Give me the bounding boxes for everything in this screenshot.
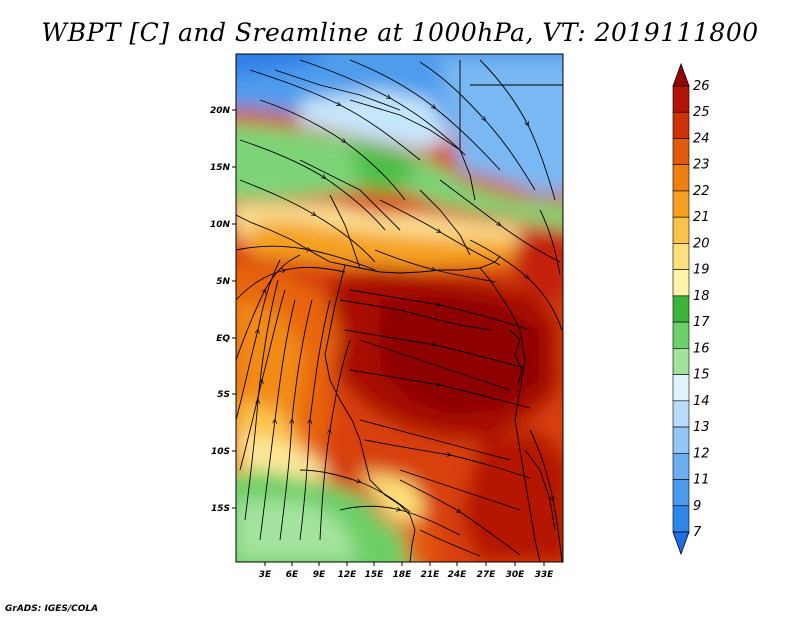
colorbar-swatch: [672, 269, 690, 297]
colorbar-swatch: [672, 190, 690, 218]
lon-tick: 6E: [286, 562, 299, 580]
colorbar-label: 17: [693, 315, 710, 330]
lat-tick: EQ: [216, 334, 236, 344]
colorbar-swatch: [672, 216, 690, 244]
colorbar-label: 12: [693, 446, 710, 461]
colorbar-label: 23: [693, 158, 710, 173]
lat-tick-label: 5N: [216, 277, 230, 287]
lon-tick-label: 24E: [448, 570, 468, 580]
colorbar-label: 19: [693, 263, 710, 278]
colorbar-swatch: [672, 452, 690, 480]
colorbar-label: 14: [693, 394, 710, 409]
lat-tick: 10N: [210, 220, 236, 230]
lon-tick: 24E: [448, 562, 468, 580]
lat-tick-label: 15S: [211, 504, 230, 514]
colorbar-swatch: [672, 243, 690, 270]
lat-tick-label: 10N: [210, 220, 231, 230]
colorbar-swatch: [672, 138, 690, 166]
colorbar-top-arrow: [672, 62, 690, 87]
lat-tick: 15S: [211, 504, 236, 514]
colorbar-swatch: [672, 479, 690, 507]
colorbar-swatch: [672, 85, 690, 113]
colorbar-swatch: [672, 295, 690, 323]
colorbar-label: 16: [693, 341, 710, 356]
colorbar-swatch: [672, 164, 690, 192]
lon-tick: 27E: [477, 562, 497, 580]
lon-tick: 33E: [535, 562, 555, 580]
colorbar-label: 20: [693, 236, 710, 251]
colorbar-label: 22: [693, 184, 710, 199]
colorbar-label: 13: [693, 420, 710, 435]
colorbar-swatch: [672, 400, 690, 428]
colorbar-label: 7: [693, 525, 702, 540]
lon-tick: 3E: [259, 562, 272, 580]
lon-tick-label: 30E: [506, 570, 526, 580]
lat-tick-label: 10S: [211, 447, 230, 457]
lon-tick-label: 21E: [421, 570, 441, 580]
lat-tick: 15N: [210, 163, 236, 173]
lon-tick-label: 6E: [286, 570, 299, 580]
lat-tick: 5N: [216, 277, 236, 287]
coastline: [236, 60, 563, 562]
lat-tick: 5S: [217, 390, 236, 400]
colorbar-label: 15: [693, 368, 710, 383]
lat-tick-label: 5S: [217, 390, 230, 400]
lon-tick: 9E: [313, 562, 326, 580]
colorbar-swatch: [672, 374, 690, 402]
chart-title: WBPT [C] and Sreamline at 1000hPa, VT: 2…: [41, 18, 759, 47]
colorbar-swatch: [672, 426, 690, 454]
colorbar-label: 11: [693, 473, 710, 488]
lon-tick-label: 3E: [259, 570, 272, 580]
colorbar-label: 9: [693, 499, 701, 514]
lon-tick: 18E: [393, 562, 413, 580]
lon-tick-label: 9E: [313, 570, 326, 580]
lon-tick-label: 18E: [393, 570, 413, 580]
wbpt-field: [236, 54, 563, 562]
lat-tick: 20N: [210, 106, 236, 116]
lon-tick: 30E: [506, 562, 526, 580]
colorbar-swatch: [672, 348, 690, 375]
streamlines: [236, 59, 563, 562]
lat-tick-label: EQ: [216, 334, 230, 344]
lat-tick-label: 15N: [210, 163, 231, 173]
lon-axis: 3E 6E 9E 12E 15E 18E 21E 24E 27E 30E 33E: [259, 562, 554, 580]
lon-tick: 12E: [338, 562, 358, 580]
colorbar-label: 21: [693, 210, 710, 225]
colorbar: 7 9 11 12 13 14 15 16 17 18 19 20 21 22 23 24 25 26: [672, 62, 710, 556]
lat-axis: 20N 15N 10N 5N EQ 5S 10S 15S: [210, 106, 236, 514]
lat-tick-label: 20N: [210, 106, 231, 116]
lon-tick-label: 27E: [477, 570, 497, 580]
colorbar-swatch: [672, 111, 690, 139]
colorbar-label: 26: [693, 79, 710, 94]
colorbar-bottom-arrow: [672, 531, 690, 556]
lon-tick-label: 12E: [338, 570, 358, 580]
grads-credit: GrADS: IGES/COLA: [5, 604, 99, 614]
colorbar-label: 25: [693, 105, 710, 120]
lon-tick-label: 15E: [365, 570, 385, 580]
lon-tick-label: 33E: [535, 570, 555, 580]
lon-tick: 15E: [365, 562, 385, 580]
colorbar-swatch: [672, 505, 690, 533]
lon-tick: 21E: [421, 562, 441, 580]
colorbar-swatch: [672, 321, 690, 349]
colorbar-label: 18: [693, 289, 710, 304]
colorbar-label: 24: [693, 131, 710, 146]
lat-tick: 10S: [211, 447, 236, 457]
map-frame: [235, 53, 564, 563]
